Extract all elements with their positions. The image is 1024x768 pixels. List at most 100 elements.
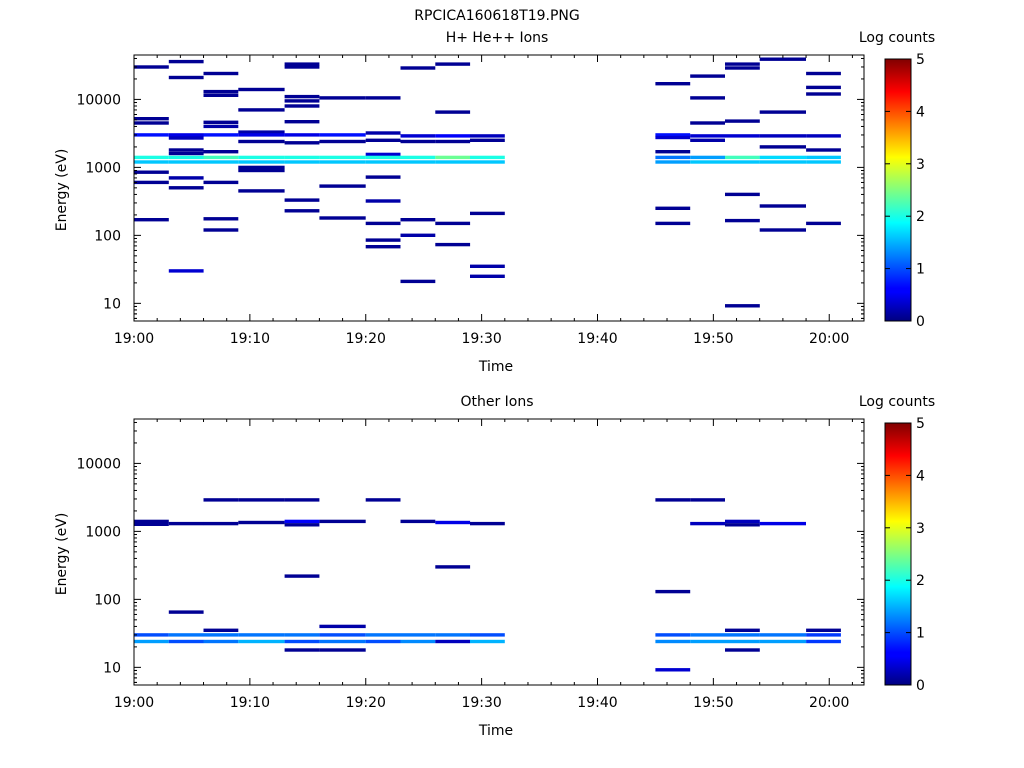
heatmap-cell: [725, 134, 760, 138]
heatmap-cell: [690, 633, 725, 637]
colorbar-gradient: [884, 58, 912, 322]
heatmap-cell: [319, 184, 366, 188]
plot-frame: [133, 54, 865, 322]
heatmap-cell: [203, 521, 239, 526]
heatmap-cell: [690, 160, 725, 164]
axes: 19:00 19:10 19:20 19:30 19:40 19:50 20:00 10 100…: [76, 418, 865, 711]
heatmap-cell: [284, 155, 320, 160]
heatmap-cell: [134, 117, 169, 121]
heatmap-cell: [725, 218, 760, 223]
x-tick-label: 19:30: [461, 331, 501, 347]
heatmap-cell: [759, 134, 806, 138]
heatmap-cell: [134, 519, 169, 524]
colorbar-tick-label: 3: [916, 521, 925, 537]
plot-frame: [133, 418, 865, 686]
panel-h-he-ions: H+ He++ Ions Time Energy (eV) 19:00 19:10…: [54, 30, 935, 375]
heatmap-cell: [725, 523, 760, 527]
heatmap-cell: [690, 134, 725, 138]
heatmap-cell: [806, 639, 841, 644]
colorbar-tick-label: 5: [916, 416, 925, 432]
heatmap-cell: [168, 151, 204, 156]
heatmap-cell: [655, 160, 691, 164]
heatmap-cell: [655, 133, 691, 137]
heatmap-cell: [435, 139, 471, 144]
heatmap-cell: [284, 574, 320, 578]
heatmap-cell: [134, 639, 169, 644]
heatmap-cell: [365, 152, 401, 157]
heatmap-cell: [134, 160, 169, 164]
heatmap-cell: [203, 71, 239, 76]
heatmap-cell: [690, 96, 725, 100]
heatmap-cell: [435, 633, 471, 637]
x-tick-label: 19:30: [461, 695, 501, 711]
heatmap-cell: [365, 155, 401, 160]
y-axis-label: Energy (eV): [54, 513, 70, 596]
heatmap-cell: [400, 160, 436, 164]
heatmap-cell: [725, 519, 760, 524]
heatmap-cell: [725, 304, 760, 308]
y-tick-label: 100: [94, 228, 121, 244]
heatmap-cell: [759, 521, 806, 526]
heatmap-cell: [168, 148, 204, 152]
heatmap-cell: [134, 218, 169, 222]
heatmap-cell: [238, 133, 285, 137]
heatmap-cell: [806, 160, 841, 164]
heatmap-cell: [435, 221, 471, 226]
heatmap-cell: [400, 139, 436, 144]
heatmap-cell: [806, 633, 841, 637]
y-tick-label: 10000: [76, 92, 121, 108]
heatmap-cell: [806, 92, 841, 96]
heatmap-cell: [319, 216, 366, 220]
heatmap-cell: [365, 138, 401, 142]
heatmap-cell: [134, 155, 169, 160]
heatmap-cell: [319, 624, 366, 629]
colorbar: 0 1 2 3 4 5: [884, 416, 925, 694]
y-axis-label: Energy (eV): [54, 149, 70, 232]
heatmap-cell: [806, 155, 841, 160]
heatmap-cell: [284, 65, 320, 69]
colorbar: 0 1 2 3 4 5: [884, 52, 925, 330]
heatmap-cell: [655, 135, 691, 140]
x-axis-label: Time: [478, 723, 513, 739]
heatmap-cell: [168, 269, 204, 273]
heatmap-cell: [435, 110, 471, 114]
heatmap-cell: [400, 218, 436, 222]
heatmap-cell: [365, 221, 401, 226]
heatmap-cell: [203, 498, 239, 502]
heatmap-cell: [759, 639, 806, 644]
heatmap-cell: [806, 148, 841, 152]
heatmap-cell: [284, 209, 320, 213]
heatmap-cell: [168, 75, 204, 80]
axes: 19:00 19:10 19:20 19:30 19:40 19:50 20:00 10 100…: [76, 54, 865, 347]
heatmap-cell: [655, 633, 691, 637]
heatmap-cell: [690, 155, 725, 160]
colorbar-tick-label: 0: [916, 314, 925, 330]
colorbar-tick-label: 5: [916, 52, 925, 68]
heatmap-cell: [400, 134, 436, 138]
y-tick-label: 100: [94, 592, 121, 608]
heatmap-cell: [238, 498, 285, 502]
colorbar-tick-label: 2: [916, 209, 925, 225]
heatmap-cell: [400, 66, 436, 70]
x-tick-label: 19:50: [693, 695, 733, 711]
heatmap-cell: [134, 121, 169, 125]
heatmap-cell: [284, 104, 320, 108]
heatmap-cell: [435, 242, 471, 247]
x-tick-label: 19:10: [230, 695, 270, 711]
x-tick-label: 19:20: [346, 331, 386, 347]
heatmap-cell: [203, 155, 239, 160]
heatmap-cell: [806, 85, 841, 90]
heatmap-cell: [655, 155, 691, 160]
heatmap-cell: [203, 124, 239, 129]
heatmap-cell: [725, 633, 760, 637]
heatmap-cell: [284, 94, 320, 99]
heatmap-cell: [435, 62, 471, 66]
heatmap-cell: [238, 168, 285, 173]
heatmap-cell: [284, 62, 320, 66]
heatmap-cells: [134, 498, 841, 672]
heatmap-cell: [168, 176, 204, 180]
heatmap-cell: [470, 160, 505, 164]
heatmap-cell: [759, 204, 806, 208]
heatmap-cell: [725, 62, 760, 66]
heatmap-cell: [655, 639, 691, 644]
